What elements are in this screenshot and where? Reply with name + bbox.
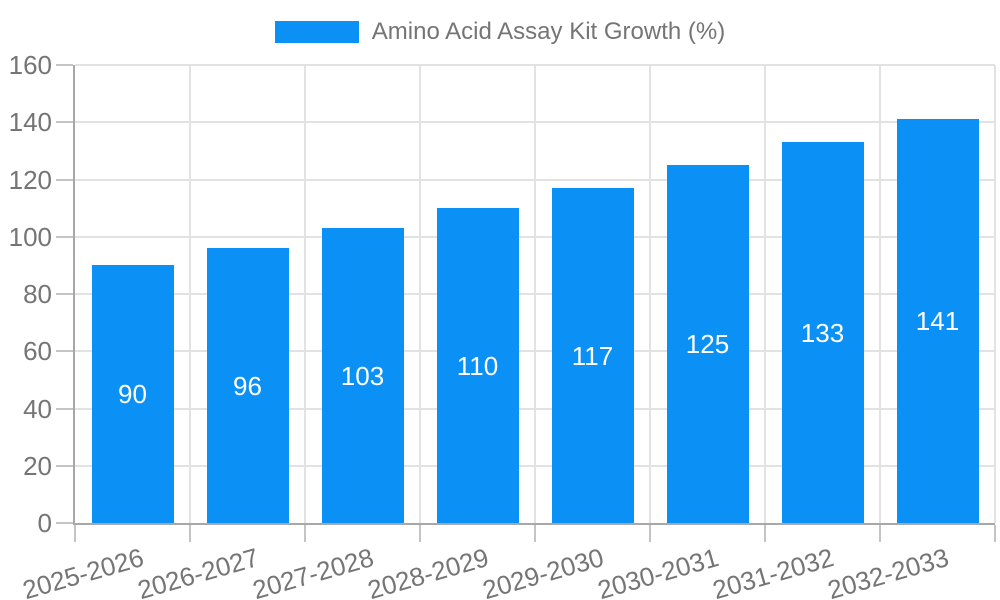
legend-swatch (274, 21, 359, 43)
bar-2026-2027: 96 (206, 248, 289, 523)
gridline-vertical (304, 65, 306, 523)
y-axis-tick-label: 40 (23, 393, 52, 424)
y-axis-tick-label: 160 (8, 50, 52, 80)
y-axis-tick (56, 293, 73, 295)
gridline-vertical (764, 65, 766, 523)
y-axis-tick (56, 350, 73, 353)
y-axis-tick (56, 64, 73, 66)
bar-value-label: 125 (685, 329, 730, 360)
y-axis-tick (56, 522, 73, 524)
bar-value-label: 141 (915, 306, 960, 337)
x-axis-tick (74, 525, 76, 542)
bar-value-label: 96 (233, 370, 262, 401)
x-axis-tick (189, 525, 191, 542)
y-axis-tick-label: 60 (23, 336, 52, 367)
gridline-vertical (189, 65, 191, 523)
x-axis-line (73, 523, 995, 525)
bar-2032-2033: 141 (896, 119, 979, 523)
y-axis-tick-label: 140 (8, 107, 52, 138)
y-axis-tick-label: 120 (8, 164, 52, 195)
y-axis-line (73, 65, 75, 525)
gridline-vertical (649, 65, 651, 523)
gridline-vertical (534, 65, 536, 523)
bar-2029-2030: 117 (551, 188, 634, 523)
x-axis-tick (534, 525, 536, 542)
x-axis-tick (304, 525, 306, 542)
gridline-vertical (879, 65, 881, 523)
bar-value-label: 133 (800, 317, 845, 348)
plot-area: 0 20 40 60 80 100 120 140 160 90 2025-2026 96 2026-2… (9, 52, 996, 600)
y-axis-tick (56, 178, 73, 181)
x-axis-tick (764, 525, 766, 542)
x-axis-tick (879, 525, 881, 542)
bar-2028-2029: 110 (436, 208, 519, 523)
x-axis-tick (994, 525, 996, 542)
y-axis-tick-label: 80 (23, 279, 52, 309)
x-axis-tick (419, 525, 421, 542)
gridline-vertical (419, 65, 421, 523)
legend: Amino Acid Assay Kit Growth (%) (0, 11, 1000, 53)
y-axis-tick (56, 464, 73, 467)
bar-2025-2026: 90 (91, 265, 174, 523)
y-axis-tick (56, 407, 73, 410)
bar-2031-2032: 133 (781, 142, 864, 523)
y-axis-tick-label: 0 (37, 508, 52, 538)
y-axis-tick (56, 235, 73, 238)
y-axis-tick (56, 121, 73, 124)
legend-label: Amino Acid Assay Kit Growth (%) (371, 18, 726, 45)
bar-2027-2028: 103 (321, 228, 404, 523)
bar-value-label: 110 (456, 350, 499, 381)
bar-value-label: 117 (571, 340, 614, 371)
y-axis-tick-label: 20 (23, 450, 52, 481)
x-axis-tick (649, 525, 651, 542)
gridline-vertical (994, 65, 996, 523)
y-axis-tick-label: 100 (8, 221, 52, 252)
bar-value-label: 90 (118, 379, 147, 410)
bar-value-label: 103 (340, 360, 385, 391)
bar-2030-2031: 125 (666, 165, 749, 523)
